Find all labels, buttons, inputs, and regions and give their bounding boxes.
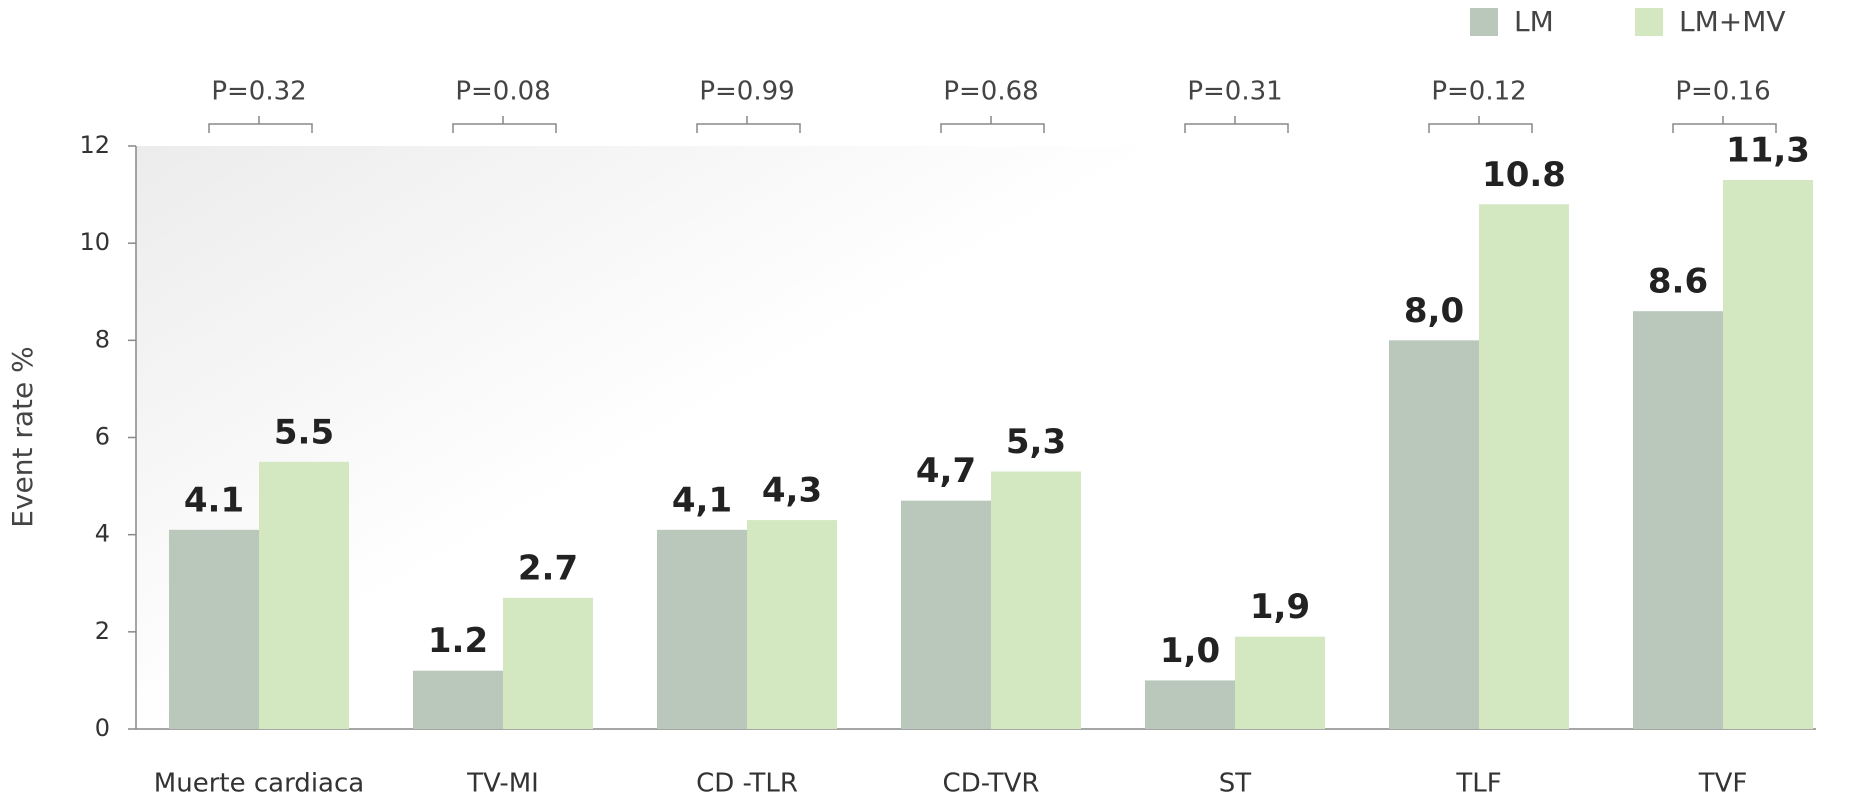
- bar: [901, 500, 991, 729]
- x-tick-label: CD-TVR: [943, 769, 1040, 799]
- p-bracket: [696, 116, 801, 133]
- p-value: P=0.68: [943, 77, 1038, 107]
- legend-label: LM+MV: [1679, 5, 1786, 38]
- value-label: 1.2: [428, 621, 488, 661]
- bar: [1389, 340, 1479, 729]
- p-bracket: [452, 116, 557, 133]
- bar: [991, 471, 1081, 729]
- legend-label: LM: [1514, 5, 1554, 38]
- p-bracket: [1428, 116, 1533, 133]
- value-label: 10.8: [1482, 155, 1566, 195]
- x-tick-label: TV-MI: [466, 769, 539, 799]
- value-label: 11,3: [1726, 131, 1810, 171]
- legend-swatch: [1470, 8, 1498, 36]
- value-label: 4,1: [672, 480, 732, 520]
- bar: [169, 529, 259, 729]
- value-label: 2.7: [518, 548, 578, 588]
- x-tick-label: CD -TLR: [696, 769, 798, 799]
- bar: [1723, 180, 1813, 730]
- x-tick-label: ST: [1219, 769, 1252, 799]
- y-tick-label: 0: [95, 714, 110, 742]
- p-bracket: [208, 116, 313, 133]
- y-tick-label: 6: [95, 423, 110, 451]
- value-label: 5,3: [1006, 422, 1066, 462]
- legend-swatch: [1635, 8, 1663, 36]
- p-bracket: [1184, 116, 1289, 133]
- bar: [1235, 636, 1325, 729]
- bar: [1633, 311, 1723, 729]
- p-value: P=0.16: [1675, 77, 1770, 107]
- value-label: 8.6: [1648, 262, 1708, 302]
- p-value: P=0.32: [211, 77, 306, 107]
- p-value: P=0.31: [1187, 77, 1282, 107]
- p-value: P=0.12: [1431, 77, 1526, 107]
- x-tick-label: TVF: [1698, 769, 1748, 799]
- x-tick-label: TLF: [1455, 769, 1501, 799]
- y-tick-label: 4: [95, 520, 110, 548]
- bar: [413, 670, 503, 729]
- y-tick-label: 10: [79, 228, 110, 256]
- bar: [1479, 204, 1569, 730]
- value-label: 4.1: [184, 480, 244, 520]
- value-label: 1,0: [1160, 631, 1220, 671]
- y-tick-label: 2: [95, 617, 110, 645]
- y-axis-label: Event rate %: [6, 346, 39, 528]
- value-label: 5.5: [274, 412, 334, 452]
- p-bracket: [940, 116, 1045, 133]
- y-tick-label: 12: [79, 131, 110, 159]
- bar: [747, 520, 837, 729]
- p-bracket: [1672, 116, 1777, 133]
- bar: [657, 529, 747, 729]
- x-tick-label: Muerte cardiaca: [154, 769, 364, 799]
- p-value: P=0.99: [699, 77, 794, 107]
- y-tick-label: 8: [95, 325, 110, 353]
- bar: [503, 597, 593, 729]
- bar: [259, 461, 349, 729]
- p-value: P=0.08: [455, 77, 550, 107]
- bar: [1145, 680, 1235, 729]
- value-label: 8,0: [1404, 291, 1464, 331]
- value-label: 1,9: [1250, 587, 1310, 627]
- value-label: 4,7: [916, 451, 976, 491]
- value-label: 4,3: [762, 471, 822, 511]
